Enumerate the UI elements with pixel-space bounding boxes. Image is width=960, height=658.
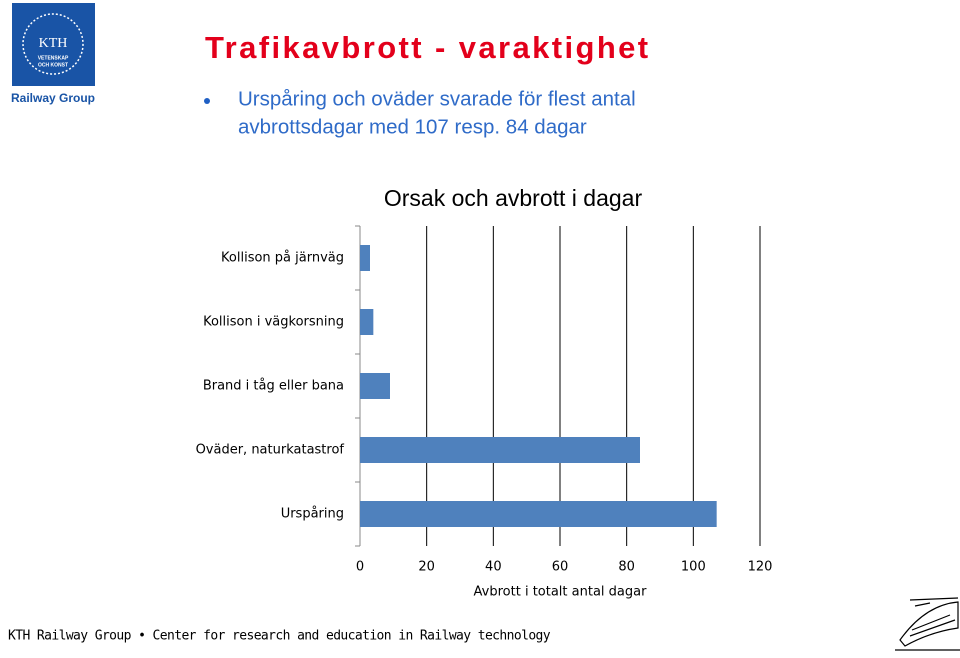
bullet (204, 98, 210, 104)
y-tick-label: Kollison på järnväg (221, 251, 344, 266)
x-tick-label: 120 (748, 560, 773, 575)
logo-text: KTH (39, 36, 68, 51)
y-tick-label: Kollison i vägkorsning (203, 315, 344, 330)
logo-text: OCH KONST (38, 62, 68, 68)
bar (360, 437, 640, 463)
bar (360, 501, 717, 527)
logo-ring (22, 13, 84, 75)
x-tick-label: 0 (356, 560, 364, 575)
y-tick-label: Brand i tåg eller bana (203, 379, 344, 394)
train-icon (895, 597, 960, 651)
x-tick-label: 20 (418, 560, 435, 575)
footer: KTH Railway Group • Center for research … (8, 629, 551, 644)
slide-title: Trafikavbrott - varaktighet (205, 30, 651, 65)
logo (12, 3, 95, 86)
group-name: Railway Group (11, 91, 95, 105)
x-axis-label: Avbrott i totalt antal dagar (474, 585, 648, 600)
x-tick-label: 80 (618, 560, 635, 575)
bullet-text: Urspåring och oväder svarade för flest a… (238, 87, 636, 110)
x-tick-label: 40 (485, 560, 502, 575)
bullet-text: avbrottsdagar med 107 resp. 84 dagar (238, 115, 587, 138)
logo-text: VETENSKAP (38, 55, 69, 61)
bar (360, 245, 370, 271)
chart-title: Orsak och avbrott i dagar (384, 185, 643, 211)
y-tick-label: Urspåring (281, 507, 344, 522)
y-tick-label: Oväder, naturkatastrof (196, 443, 345, 458)
bar (360, 309, 374, 335)
x-tick-label: 60 (552, 560, 569, 575)
bar (360, 373, 390, 399)
x-tick-label: 100 (681, 560, 706, 575)
